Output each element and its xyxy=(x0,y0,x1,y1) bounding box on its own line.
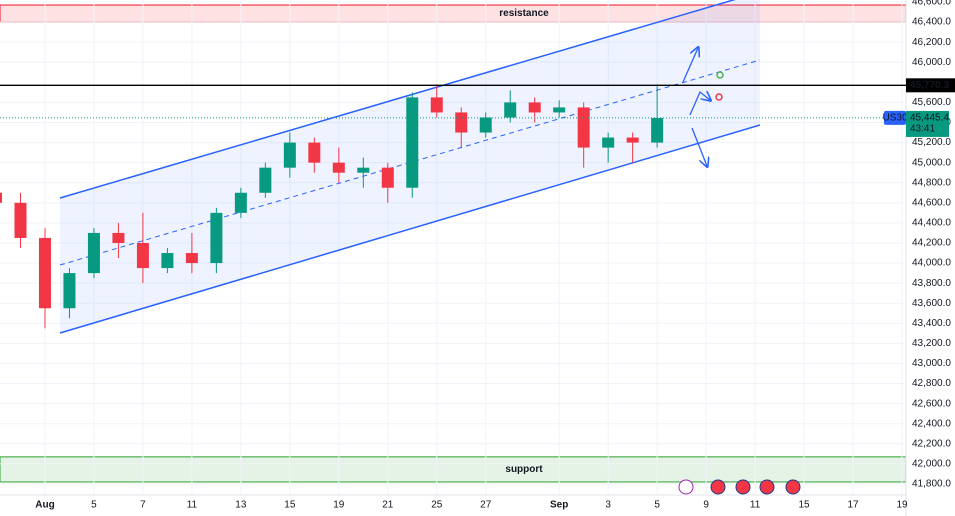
candle-body xyxy=(626,137,639,143)
x-tick-label: 11 xyxy=(187,500,198,511)
x-tick-label: Aug xyxy=(35,500,54,511)
candle-body xyxy=(479,117,492,133)
arrow-up xyxy=(682,48,698,83)
candle-body xyxy=(528,102,541,113)
y-tick-label: 42,800.0 xyxy=(912,378,951,389)
candle-body xyxy=(38,237,51,309)
event-icon xyxy=(735,479,751,495)
y-tick-label: 45,600.0 xyxy=(912,97,951,108)
candle-body xyxy=(577,107,590,148)
x-tick-label: 27 xyxy=(480,500,492,511)
overlay: 45,770.3 US30 45,445.443:41 xyxy=(0,78,955,137)
countdown-label: 43:41 xyxy=(910,124,935,135)
grid xyxy=(0,0,906,495)
x-tick-label: 9 xyxy=(703,500,709,511)
candle-body xyxy=(210,212,223,264)
candle-body xyxy=(259,167,272,193)
event-icon xyxy=(785,479,801,495)
y-tick-label: 44,600.0 xyxy=(912,197,951,208)
candle-body xyxy=(0,192,2,203)
y-tick-label: 42,000.0 xyxy=(912,459,951,470)
candle-body xyxy=(234,192,247,213)
x-tick-label: 11 xyxy=(750,500,761,511)
arrow-down xyxy=(691,127,707,166)
zone-label: resistance xyxy=(499,8,549,19)
y-tick-label: 46,400.0 xyxy=(912,17,951,28)
candle-body xyxy=(87,232,100,274)
candle-body xyxy=(455,112,468,133)
y-tick-label: 43,200.0 xyxy=(912,338,951,349)
zone xyxy=(0,456,906,483)
candle-body xyxy=(357,167,370,173)
last-price-label: 45,445.4 xyxy=(910,113,949,124)
x-tick-label: 5 xyxy=(91,500,97,511)
candle-body xyxy=(381,167,394,188)
candle-body xyxy=(332,162,345,173)
candle-body xyxy=(308,142,321,163)
event-icon xyxy=(710,479,726,495)
y-tick-label: 46,000.0 xyxy=(912,57,951,68)
x-tick-label: 17 xyxy=(847,500,859,511)
zone xyxy=(0,4,906,23)
y-tick-label: 44,200.0 xyxy=(912,238,951,249)
channel-lower xyxy=(59,124,761,334)
symbol-tag xyxy=(884,110,906,125)
x-tick-label: 13 xyxy=(235,500,247,511)
x-tick-label: Sep xyxy=(550,500,568,511)
channel-upper xyxy=(59,0,736,199)
symbol-label: US30 xyxy=(882,113,907,124)
event-icon xyxy=(759,479,775,495)
y-tick-label: 43,600.0 xyxy=(912,298,951,309)
y-tick-label: 42,200.0 xyxy=(912,438,951,449)
candle-body xyxy=(185,253,198,264)
y-tick-label: 42,600.0 xyxy=(912,398,951,409)
candle-body xyxy=(553,107,566,113)
y-tick-label: 46,200.0 xyxy=(912,37,951,48)
marker-red xyxy=(715,93,723,101)
candle-body xyxy=(112,232,125,243)
y-tick-label: 43,800.0 xyxy=(912,278,951,289)
candle-body xyxy=(283,142,296,168)
price-tag xyxy=(906,110,949,137)
x-tick-label: 7 xyxy=(140,500,146,511)
candle-body xyxy=(406,97,419,188)
projections xyxy=(682,48,724,166)
candles xyxy=(0,84,664,329)
y-tick-label: 46,600.0 xyxy=(912,0,951,8)
x-tick-label: 19 xyxy=(333,500,345,511)
x-tick-label: 19 xyxy=(896,500,908,511)
x-tick-label: 21 xyxy=(382,500,394,511)
candle-body xyxy=(504,102,517,118)
y-tick-label: 41,800.0 xyxy=(912,479,951,490)
y-tick-label: 45,200.0 xyxy=(912,137,951,148)
zone-label: support xyxy=(505,464,543,475)
y-tick-label: 44,400.0 xyxy=(912,218,951,229)
x-tick-label: 15 xyxy=(798,500,810,511)
events xyxy=(678,479,801,495)
level-label: 45,770.3 xyxy=(910,80,949,91)
x-tick-label: 25 xyxy=(431,500,443,511)
y-tick-label: 45,000.0 xyxy=(912,157,951,168)
y-tick-label: 44,000.0 xyxy=(912,258,951,269)
x-tick-label: 5 xyxy=(654,500,660,511)
candle-body xyxy=(14,202,27,238)
y-tick-label: 43,400.0 xyxy=(912,318,951,329)
y-tick-label: 43,000.0 xyxy=(912,358,951,369)
candle-body xyxy=(136,242,149,269)
candle-body xyxy=(651,117,664,143)
candle-body xyxy=(602,137,615,148)
arrow-bounce xyxy=(689,92,710,116)
x-tick-label: 3 xyxy=(605,500,611,511)
marker-green xyxy=(716,71,724,79)
level-tag xyxy=(906,78,955,93)
candle-body xyxy=(161,253,174,269)
y-tick-label: 44,800.0 xyxy=(912,177,951,188)
candle-body xyxy=(63,273,76,309)
candle-body xyxy=(430,97,443,113)
y-tick-label: 42,400.0 xyxy=(912,418,951,429)
x-tick-label: 15 xyxy=(284,500,296,511)
event-icon xyxy=(678,479,694,495)
